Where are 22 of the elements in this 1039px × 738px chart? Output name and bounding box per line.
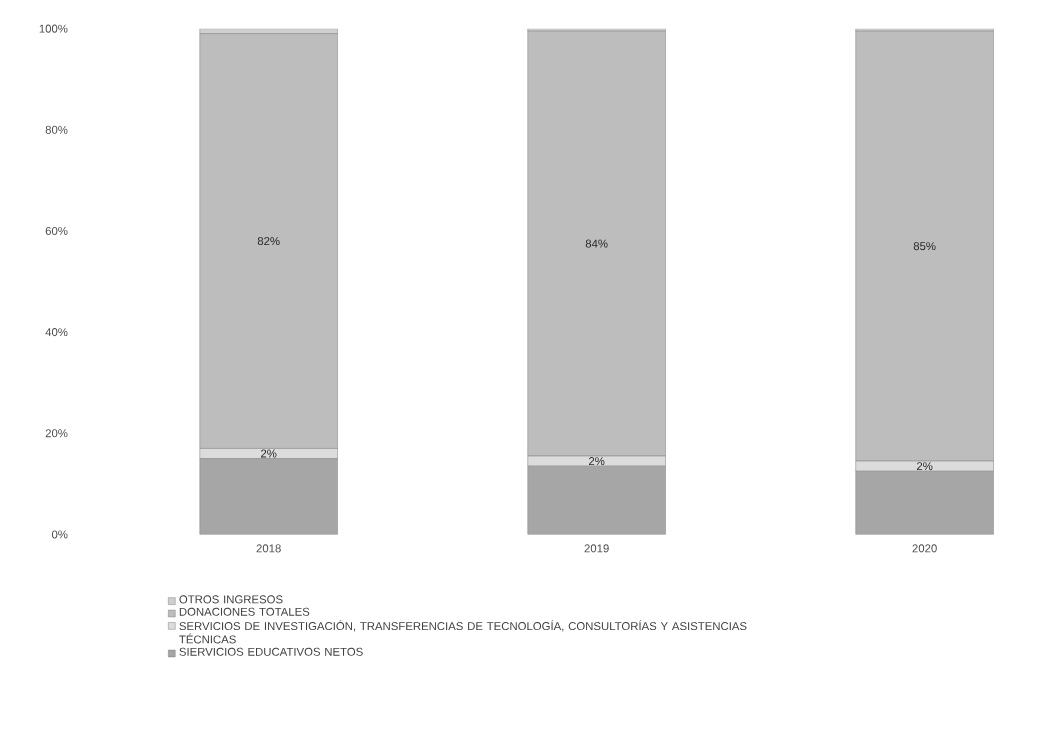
data-label: 84% xyxy=(585,239,608,248)
y-tick-label: 100% xyxy=(39,24,68,33)
bar xyxy=(855,470,994,535)
x-tick-label: 2020 xyxy=(912,544,937,553)
data-label: 2% xyxy=(916,462,933,471)
bar xyxy=(199,458,338,535)
data-label: 85% xyxy=(913,242,936,251)
x-tick-label: 2018 xyxy=(256,544,281,553)
x-tick-label: 2019 xyxy=(584,544,609,553)
data-label: 2% xyxy=(261,449,277,458)
y-tick-label: 60% xyxy=(45,226,68,235)
legend-label: SERVICIOS DE INVESTIGACIÓN, TRANSFERENCIAS DE TECNOLOGÍA, CONSULTORÍAS Y ASISTENCIAS TÉCNICAS xyxy=(179,620,747,644)
y-tick-label: 40% xyxy=(45,328,68,337)
legend-label: OTROS INGRESOS xyxy=(179,595,283,604)
legend-label: DONACIONES TOTALES xyxy=(179,607,310,616)
bar xyxy=(527,465,666,535)
y-tick-label: 80% xyxy=(45,125,68,134)
data-label: 2% xyxy=(589,457,605,466)
y-tick-label: 0% xyxy=(51,530,68,539)
legend-label: SIERVICIOS EDUCATIVOS NETOS xyxy=(179,647,363,656)
data-label: 82% xyxy=(257,237,280,246)
y-tick-label: 20% xyxy=(45,429,68,438)
